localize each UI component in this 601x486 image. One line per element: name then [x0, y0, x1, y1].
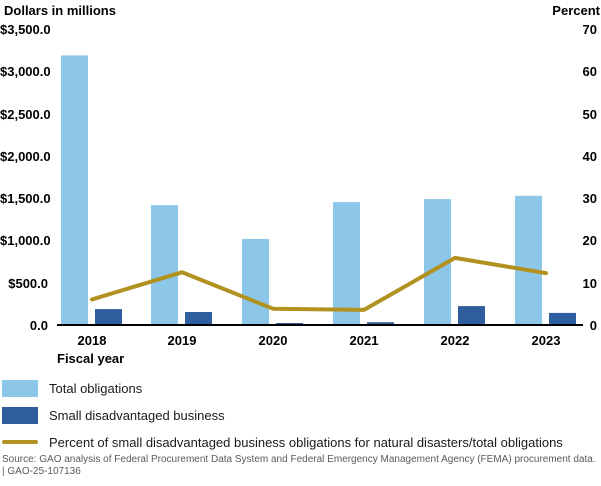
x-axis-title: Fiscal year — [57, 351, 125, 366]
legend-swatch-holder — [2, 433, 38, 451]
bar-sdb-2018 — [95, 309, 122, 326]
x-label-2018: 2018 — [77, 333, 107, 348]
right-tick-3: 40 — [582, 148, 597, 164]
bar-total-2023 — [515, 195, 542, 326]
right-tick-6: 10 — [582, 275, 597, 291]
right-tick-4: 30 — [582, 191, 597, 207]
right-axis-title: Percent — [552, 3, 600, 18]
bar-total-2019 — [151, 205, 178, 326]
x-label-2019: 2019 — [167, 333, 197, 348]
legend-item-small-disadvantaged-business: Small disadvantaged business — [2, 406, 563, 424]
right-tick-5: 20 — [582, 233, 597, 249]
bar-total-2020 — [242, 238, 269, 326]
left-tick-3: $2,000.0 — [0, 148, 51, 164]
left-tick-6: $500.0 — [8, 275, 48, 291]
legend-swatch-holder — [2, 379, 38, 397]
legend-item-total-obligations: Total obligations — [2, 379, 563, 397]
x-label-2023: 2023 — [531, 333, 561, 348]
right-tick-2: 50 — [582, 106, 597, 122]
bar-sdb-2023 — [549, 312, 576, 326]
left-tick-0: $3,500.0 — [0, 22, 51, 37]
legend-swatch-holder — [2, 406, 38, 424]
total-obligations-swatch-icon — [2, 379, 38, 397]
legend-label-small-disadvantaged-business: Small disadvantaged business — [49, 407, 225, 423]
right-tick-0: 70 — [582, 22, 597, 37]
bar-total-2018 — [61, 55, 88, 327]
source-note: Source: GAO analysis of Federal Procurem… — [2, 454, 596, 478]
right-tick-7: 0 — [589, 318, 597, 333]
x-label-2020: 2020 — [258, 333, 288, 348]
legend-item-percent-line: Percent of small disadvantaged business … — [2, 433, 563, 451]
left-axis-title: Dollars in millions — [4, 3, 116, 18]
source-line-2: | GAO-25-107136 — [2, 466, 81, 477]
source-line-1: Source: GAO analysis of Federal Procurem… — [2, 454, 596, 465]
legend: Total obligations Small disadvantaged bu… — [2, 379, 563, 460]
left-tick-7: 0.0 — [29, 318, 48, 333]
legend-label-percent-line: Percent of small disadvantaged business … — [49, 434, 563, 450]
x-label-2022: 2022 — [440, 333, 470, 348]
left-tick-2: $2,500.0 — [0, 106, 51, 122]
bar-sdb-2019 — [185, 312, 212, 326]
small-disadvantaged-business-swatch-icon — [2, 406, 38, 424]
left-tick-4: $1,500.0 — [0, 191, 51, 207]
left-tick-1: $3,000.0 — [0, 64, 51, 80]
bar-sdb-2022 — [458, 306, 485, 326]
x-label-2021: 2021 — [349, 333, 379, 348]
bar-total-2021 — [333, 202, 360, 326]
left-tick-5: $1,000.0 — [0, 233, 51, 249]
percent-line-swatch-icon — [2, 440, 38, 444]
percent-line — [90, 255, 548, 312]
right-tick-1: 60 — [582, 64, 597, 80]
legend-label-total-obligations: Total obligations — [49, 380, 143, 396]
